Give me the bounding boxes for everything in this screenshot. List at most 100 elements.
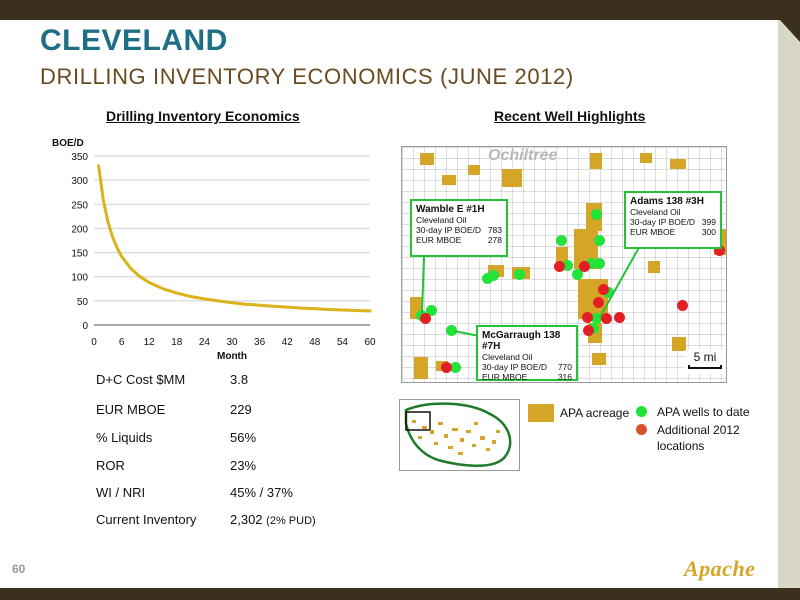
- legend-acreage-label: APA acreage: [560, 406, 630, 420]
- stat-value-cost: 3.8: [230, 372, 249, 387]
- location-marker: [441, 362, 452, 373]
- legend-locations-dot: [636, 424, 647, 435]
- well-marker: [594, 235, 605, 246]
- stat-value-eur: 229: [230, 402, 252, 417]
- well-marker: [482, 273, 493, 284]
- slide-title: CLEVELAND: [40, 24, 228, 57]
- map-scale: 5 mi: [685, 350, 725, 374]
- acreage-block: [672, 337, 686, 351]
- x-tick-label: 54: [337, 337, 349, 348]
- location-marker: [593, 297, 604, 308]
- stat-label-ror: ROR: [96, 458, 125, 473]
- callout-eur-row: EUR MBOE 278: [416, 235, 502, 245]
- callout-well-name: McGarraugh 138 #7H: [482, 330, 561, 352]
- legend-wells-label: APA wells to date: [657, 405, 750, 419]
- callout-operator: Cleveland Oil: [482, 352, 533, 362]
- well-marker: [426, 305, 437, 316]
- acreage-block: [414, 357, 428, 379]
- stat-value-liquids: 56%: [230, 430, 257, 445]
- y-tick-label: 0: [82, 321, 88, 332]
- well-marker: [562, 260, 573, 271]
- x-tick-label: 60: [364, 337, 376, 348]
- callout-eur-row: EUR MBOE 316: [482, 372, 572, 382]
- x-tick-label: 18: [171, 337, 183, 348]
- location-marker: [614, 312, 625, 323]
- well-marker: [594, 258, 605, 269]
- slide-subtitle: DRILLING INVENTORY ECONOMICS (JUNE 2012): [40, 64, 574, 89]
- callout-operator: Cleveland Oil: [416, 215, 467, 225]
- x-tick-label: 36: [254, 337, 266, 348]
- inset-acreage: [412, 420, 500, 455]
- well-marker: [586, 258, 597, 269]
- stat-label-cost: D+C Cost $MM: [96, 372, 186, 387]
- left-section-heading: Drilling Inventory Economics: [106, 108, 300, 124]
- well-marker: [603, 287, 614, 298]
- well-marker: [591, 313, 602, 324]
- x-tick-label: 30: [226, 337, 238, 348]
- well-marker: [572, 269, 583, 280]
- leader-line-wamble: [421, 256, 425, 314]
- stat-value-wi-nri: 45% / 37%: [230, 485, 293, 500]
- well-marker: [556, 235, 567, 246]
- acreage-block: [592, 353, 606, 365]
- x-tick-label: 48: [309, 337, 321, 348]
- callout-mcgarraugh: McGarraugh 138 #7H Cleveland Oil 30-day …: [476, 325, 578, 382]
- inset-map-drawing: [404, 402, 512, 467]
- location-marker: [583, 325, 594, 336]
- acreage-block: [590, 153, 602, 169]
- x-axis-label: Month: [217, 351, 247, 362]
- callout-wamble: Wamble E #1H Cleveland Oil 30-day IP BOE…: [410, 199, 508, 257]
- acreage-block: [648, 261, 660, 273]
- scale-label: 5 mi: [693, 350, 717, 364]
- location-marker: [677, 300, 688, 311]
- x-tick-label: 6: [119, 337, 125, 348]
- location-marker: [420, 313, 431, 324]
- location-marker: [554, 261, 565, 272]
- well-marker: [591, 209, 602, 220]
- location-marker: [579, 261, 590, 272]
- callout-adams: Adams 138 #3H Cleveland Oil 30-day IP BO…: [624, 191, 722, 249]
- production-curve: [97, 164, 372, 313]
- well-marker: [514, 269, 525, 280]
- legend-locations-label-2: locations: [657, 439, 705, 453]
- stat-value-inventory: 2,302 (2% PUD): [230, 512, 316, 527]
- right-section-heading: Recent Well Highlights: [494, 108, 646, 124]
- y-tick-label: 150: [71, 249, 88, 260]
- y-tick-label: 100: [71, 273, 88, 284]
- inventory-count: 2,302: [230, 512, 263, 527]
- location-marker: [714, 245, 725, 256]
- stat-label-liquids: % Liquids: [96, 430, 153, 445]
- y-axis-label: BOE/D: [52, 138, 84, 149]
- legend-wells-dot: [636, 406, 647, 417]
- location-marker: [601, 313, 612, 324]
- x-tick-label: 42: [282, 337, 294, 348]
- acreage-block: [442, 175, 456, 185]
- y-tick-label: 50: [77, 297, 89, 308]
- decline-curve-chart: 0 50 100 150 200 250 300 350 0 6 12 18 24 30 36 42 48 54 6…: [52, 138, 376, 362]
- y-tick-label: 250: [71, 200, 88, 211]
- stat-label-wi-nri: WI / NRI: [96, 485, 146, 500]
- stat-label-inventory: Current Inventory: [96, 512, 197, 527]
- apache-logo: Apache: [684, 556, 756, 581]
- y-tick-label: 300: [71, 176, 88, 187]
- county-label: Ochiltree: [488, 147, 558, 164]
- play-outline: [404, 402, 512, 467]
- callout-ip-row: 30-day IP BOE/D 770: [482, 362, 572, 372]
- acreage-block: [420, 153, 434, 165]
- callout-ip-row: 30-day IP BOE/D 399: [630, 217, 716, 227]
- acreage-block: [468, 165, 480, 175]
- inventory-note: (2% PUD): [266, 515, 316, 527]
- callout-operator: Cleveland Oil: [630, 207, 681, 217]
- location-marker: [598, 284, 609, 295]
- legend-acreage-swatch: [528, 404, 554, 422]
- right-sidebar: [778, 20, 800, 588]
- x-tick-label: 0: [91, 337, 97, 348]
- locator-inset-map: [399, 399, 520, 471]
- well-map: Ochiltree W: [401, 146, 727, 383]
- page-number: 60: [12, 562, 26, 576]
- top-bar: [0, 0, 800, 20]
- bottom-bar: [0, 588, 800, 600]
- sidebar-tab: [780, 20, 800, 42]
- focus-box: [405, 411, 431, 431]
- acreage-block: [502, 169, 522, 187]
